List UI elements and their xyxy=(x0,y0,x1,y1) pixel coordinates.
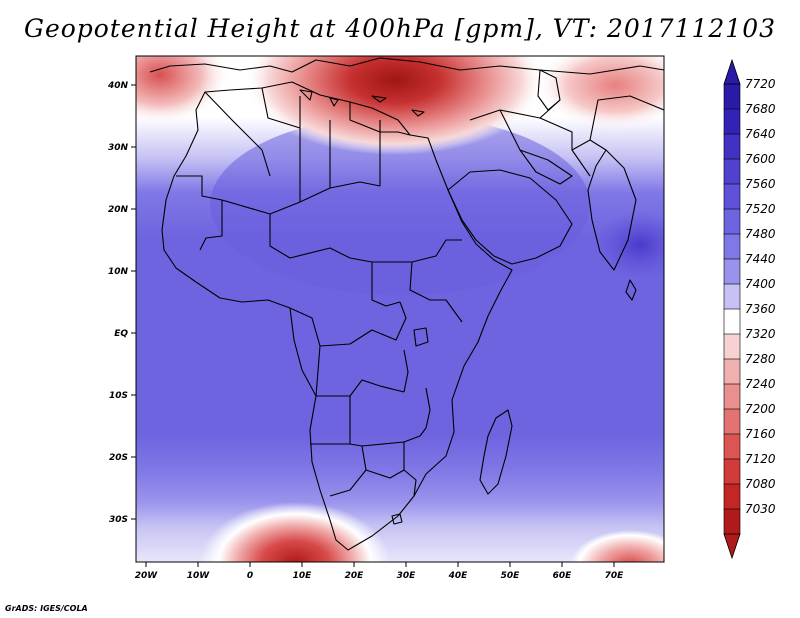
colorbar-label: 7030 xyxy=(745,502,776,516)
lake-tanganyika xyxy=(403,349,409,393)
lon-tick-label: 60E xyxy=(553,571,573,581)
colorbar-swatch xyxy=(723,233,741,260)
colorbar-swatch xyxy=(723,358,741,385)
arabia xyxy=(447,169,573,265)
colorbar: 7720 7680 7640 7600 7560 7520 7480 7440 7400 7360… xyxy=(723,58,776,560)
lon-tick-label: 70E xyxy=(605,571,625,581)
lon-tick-label: 10E xyxy=(293,571,313,581)
lon-tick-label: 10W xyxy=(187,571,211,581)
borders-asia xyxy=(469,95,664,177)
lake-malawi xyxy=(425,387,431,429)
lat-tick-label: 10S xyxy=(109,391,128,401)
colorbar-swatch xyxy=(723,508,741,535)
map-title: Geopotential Height at 400hPa [gpm], VT:… xyxy=(23,14,777,43)
colorbar-label: 7560 xyxy=(745,177,776,191)
coastlines-and-borders xyxy=(149,57,664,551)
mediterranean-islands xyxy=(299,89,425,117)
shaded-field xyxy=(136,56,664,562)
colorbar-swatch xyxy=(723,133,741,160)
map-frame xyxy=(135,55,665,563)
colorbar-label: 7080 xyxy=(745,477,776,491)
colorbar-label: 7440 xyxy=(745,252,776,266)
colorbar-swatch xyxy=(723,433,741,460)
colorbar-label: 7680 xyxy=(745,102,776,116)
lake-victoria xyxy=(413,327,429,347)
lat-tick-label: 30S xyxy=(109,515,128,525)
colorbar-swatch xyxy=(723,483,741,510)
lat-tick-label: EQ xyxy=(114,329,128,339)
grads-credit: GrADS: IGES/COLA xyxy=(5,604,88,613)
lon-tick-label: 50E xyxy=(501,571,521,581)
colorbar-swatch xyxy=(723,108,741,135)
colorbar-swatch xyxy=(723,383,741,410)
colorbar-label: 7120 xyxy=(745,452,776,466)
latitude-axis: 40N 30N 20N 10N EQ 10S 20S 30S xyxy=(107,81,136,525)
colorbar-label: 7600 xyxy=(745,152,776,166)
colorbar-swatch xyxy=(723,458,741,485)
lat-tick-label: 20N xyxy=(108,205,129,215)
lat-tick-label: 30N xyxy=(108,143,129,153)
colorbar-swatch xyxy=(723,308,741,335)
europe-coast xyxy=(149,57,664,75)
colorbar-swatch xyxy=(723,183,741,210)
colorbar-label: 7160 xyxy=(745,427,776,441)
colorbar-label: 7520 xyxy=(745,202,776,216)
colorbar-label: 7360 xyxy=(745,302,776,316)
lat-tick-label: 10N xyxy=(108,267,129,277)
colorbar-label: 7280 xyxy=(745,352,776,366)
colorbar-swatch xyxy=(723,158,741,185)
colorbar-swatch xyxy=(723,283,741,310)
lon-tick-label: 0 xyxy=(247,571,253,581)
colorbar-label: 7400 xyxy=(745,277,776,291)
lon-tick-label: 20E xyxy=(345,571,365,581)
colorbar-min-arrow xyxy=(723,533,741,560)
madagascar xyxy=(479,409,513,495)
colorbar-swatch xyxy=(723,258,741,285)
colorbar-label: 7320 xyxy=(745,327,776,341)
lon-tick-label: 20W xyxy=(135,571,159,581)
colorbar-swatch xyxy=(723,408,741,435)
borders-central xyxy=(289,301,427,497)
colorbar-max-arrow xyxy=(723,58,741,85)
lesotho xyxy=(391,513,403,525)
longitude-axis: 20W 10W 0 10E 20E 30E 40E 50E 60E 70E xyxy=(135,562,624,581)
persian-gulf xyxy=(519,149,573,185)
colorbar-swatch xyxy=(723,208,741,235)
lon-tick-label: 40E xyxy=(448,571,469,581)
colorbar-swatch xyxy=(723,83,741,110)
colorbar-label: 7240 xyxy=(745,377,776,391)
sri-lanka xyxy=(625,279,637,301)
colorbar-label: 7720 xyxy=(745,77,776,91)
africa-coastline xyxy=(161,81,513,551)
colorbar-swatch xyxy=(723,333,741,360)
india xyxy=(587,149,637,271)
lat-tick-label: 40N xyxy=(107,81,129,91)
lon-tick-label: 30E xyxy=(397,571,417,581)
borders-north xyxy=(204,87,411,177)
colorbar-label: 7200 xyxy=(745,402,776,416)
lat-tick-label: 20S xyxy=(109,453,128,463)
colorbar-label: 7640 xyxy=(745,127,776,141)
colorbar-label: 7480 xyxy=(745,227,776,241)
